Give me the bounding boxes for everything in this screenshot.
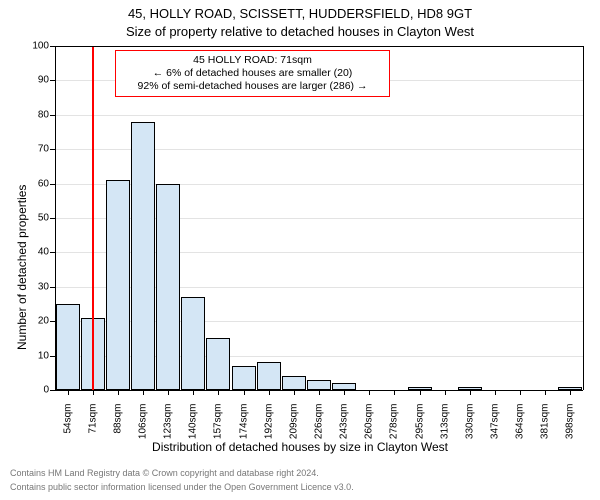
x-tick-mark [193,390,194,395]
x-tick-label: 140sqm [188,404,199,450]
histogram-bar [257,362,281,390]
y-tick-label: 10 [19,350,49,361]
y-tick-mark [50,184,55,185]
x-tick-label: 347sqm [490,404,501,450]
x-tick-mark [244,390,245,395]
histogram-bar [232,366,256,390]
histogram-bar [307,380,331,390]
footer-line2: Contains public sector information licen… [10,482,354,492]
x-tick-label: 226sqm [314,404,325,450]
x-tick-mark [344,390,345,395]
footer-line1: Contains HM Land Registry data © Crown c… [10,468,319,478]
y-tick-mark [50,80,55,81]
y-tick-label: 0 [19,385,49,396]
x-tick-label: 364sqm [515,404,526,450]
x-tick-label: 278sqm [389,404,400,450]
x-tick-label: 174sqm [238,404,249,450]
x-tick-label: 88sqm [112,404,123,450]
x-tick-mark [420,390,421,395]
x-tick-mark [545,390,546,395]
histogram-bar [131,122,155,390]
histogram-chart: 45, HOLLY ROAD, SCISSETT, HUDDERSFIELD, … [0,0,600,500]
x-tick-label: 123sqm [163,404,174,450]
x-tick-mark [143,390,144,395]
histogram-bar [206,338,230,390]
x-tick-label: 243sqm [339,404,350,450]
y-tick-label: 70 [19,144,49,155]
x-tick-mark [520,390,521,395]
y-tick-mark [50,149,55,150]
histogram-bar [106,180,130,390]
histogram-bar [332,383,356,390]
x-tick-label: 192sqm [263,404,274,450]
x-tick-label: 381sqm [540,404,551,450]
x-tick-label: 54sqm [62,404,73,450]
y-tick-label: 30 [19,281,49,292]
annotation-line3: 92% of semi-detached houses are larger (… [122,80,383,93]
x-tick-mark [319,390,320,395]
y-tick-mark [50,218,55,219]
annotation-line2: ← 6% of detached houses are smaller (20) [122,67,383,80]
x-tick-mark [445,390,446,395]
axis-border [55,46,56,390]
x-tick-mark [68,390,69,395]
chart-title-line2: Size of property relative to detached ho… [0,24,600,39]
y-tick-label: 40 [19,247,49,258]
x-tick-label: 71sqm [87,404,98,450]
y-tick-label: 60 [19,178,49,189]
histogram-bar [156,184,180,390]
y-tick-mark [50,252,55,253]
x-tick-mark [118,390,119,395]
y-tick-mark [50,321,55,322]
y-tick-label: 50 [19,213,49,224]
x-tick-label: 330sqm [464,404,475,450]
histogram-bar [56,304,80,390]
histogram-bar [181,297,205,390]
y-tick-mark [50,390,55,391]
plot-area: 45 HOLLY ROAD: 71sqm← 6% of detached hou… [55,46,583,390]
x-tick-label: 157sqm [213,404,224,450]
x-tick-mark [218,390,219,395]
axis-border [55,46,583,47]
x-tick-mark [495,390,496,395]
x-tick-mark [394,390,395,395]
y-tick-mark [50,46,55,47]
x-tick-label: 313sqm [439,404,450,450]
axis-border [583,46,584,390]
x-tick-mark [570,390,571,395]
x-tick-label: 295sqm [414,404,425,450]
x-tick-mark [470,390,471,395]
y-tick-mark [50,115,55,116]
y-tick-label: 90 [19,75,49,86]
x-tick-label: 398sqm [565,404,576,450]
gridline [55,115,583,116]
x-tick-mark [294,390,295,395]
chart-title-line1: 45, HOLLY ROAD, SCISSETT, HUDDERSFIELD, … [0,6,600,21]
y-tick-mark [50,287,55,288]
x-tick-label: 209sqm [288,404,299,450]
annotation-box: 45 HOLLY ROAD: 71sqm← 6% of detached hou… [115,50,390,97]
histogram-bar [282,376,306,390]
x-tick-mark [269,390,270,395]
y-tick-mark [50,356,55,357]
y-tick-label: 100 [19,41,49,52]
subject-marker-line [92,46,94,390]
x-tick-label: 106sqm [138,404,149,450]
annotation-line1: 45 HOLLY ROAD: 71sqm [122,54,383,67]
x-tick-mark [168,390,169,395]
x-tick-mark [369,390,370,395]
y-tick-label: 80 [19,109,49,120]
x-tick-label: 260sqm [364,404,375,450]
y-tick-label: 20 [19,316,49,327]
x-tick-mark [93,390,94,395]
